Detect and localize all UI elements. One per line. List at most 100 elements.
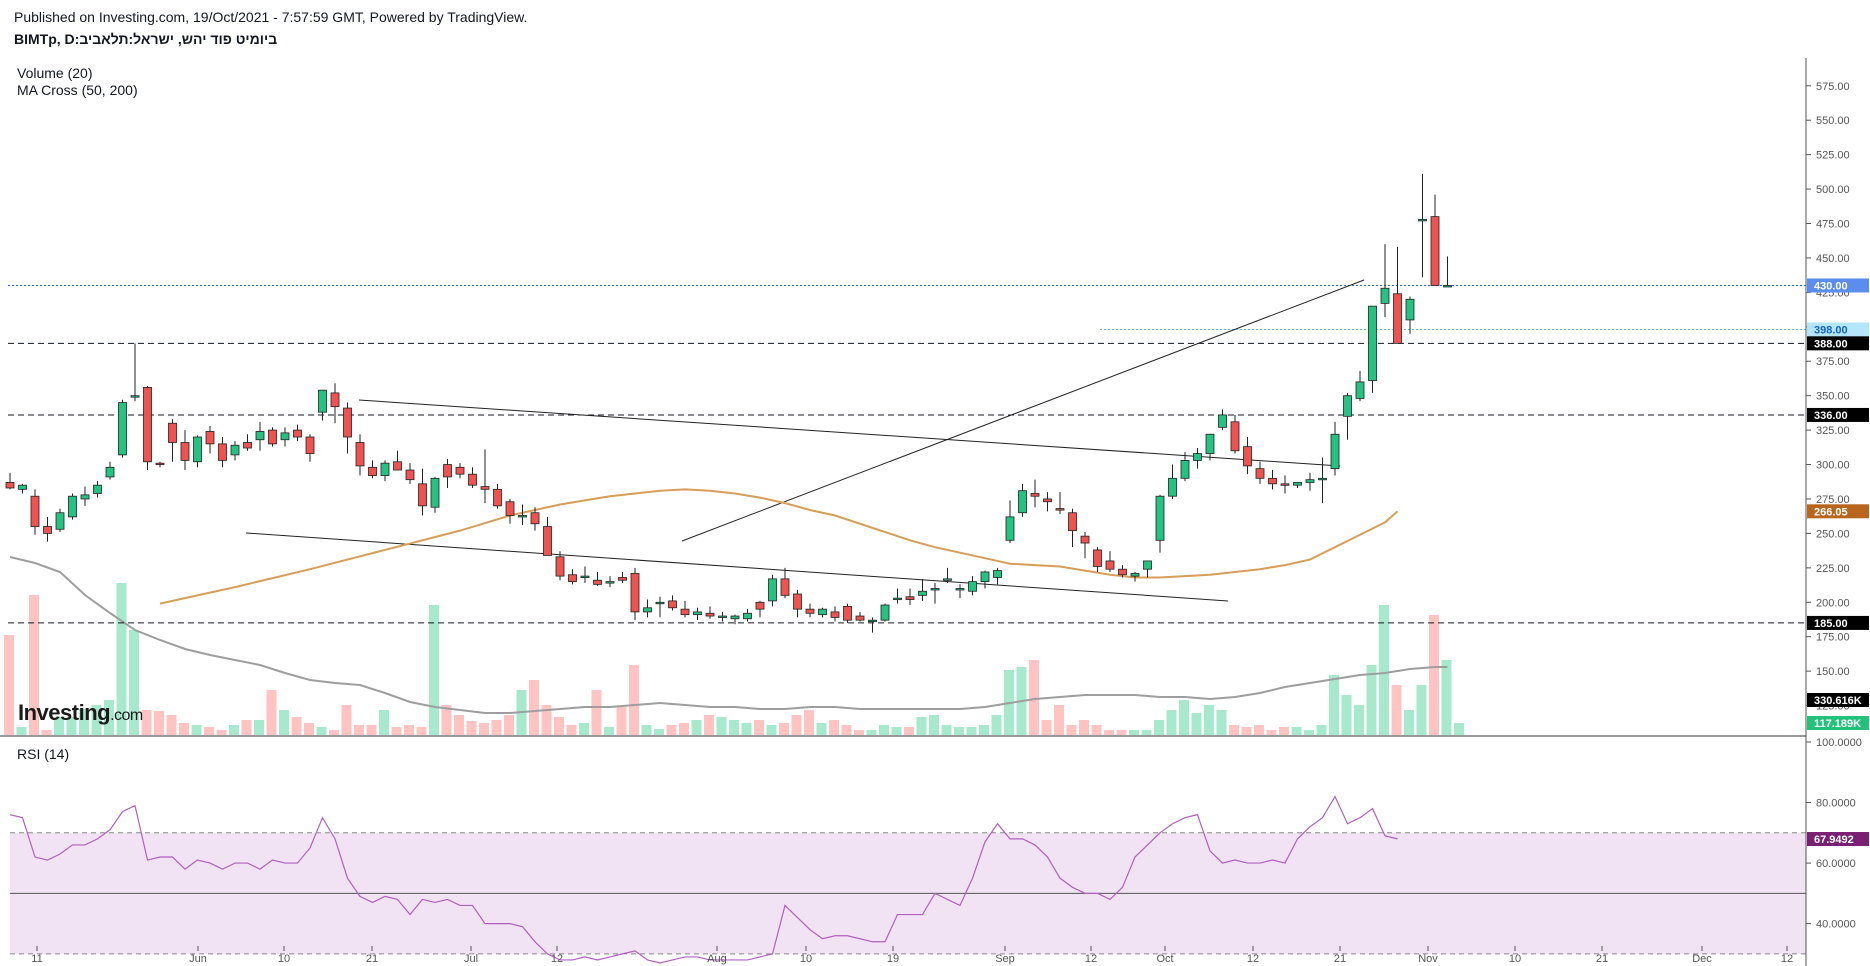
- x-tick-label: 21: [1334, 953, 1346, 965]
- candle-down: [805, 608, 815, 614]
- candle-up: [318, 389, 327, 413]
- candle-down: [368, 466, 377, 476]
- candle-up: [280, 432, 290, 441]
- candle-up: [1180, 460, 1190, 479]
- candle-down: [293, 429, 302, 438]
- candle-down: [593, 579, 602, 585]
- volume-bar: [816, 723, 827, 735]
- candle-up: [893, 597, 902, 601]
- volume-bar: [1241, 727, 1252, 735]
- volume-bar: [129, 630, 139, 735]
- candle-down: [793, 593, 802, 610]
- candle-up: [1018, 490, 1027, 514]
- volume-bar: [91, 705, 102, 735]
- price-badge: 336.00: [1814, 410, 1848, 422]
- volume-bar: [1279, 727, 1289, 735]
- candle-up: [93, 484, 102, 494]
- x-tick-label: 10: [800, 953, 812, 965]
- rsi-band-layer: [10, 832, 1806, 955]
- x-tick-label: 12: [551, 953, 563, 965]
- volume-bar: [1329, 675, 1339, 735]
- volume-bar: [1191, 713, 1202, 735]
- candle-down: [843, 606, 852, 621]
- volume-bar: [679, 723, 689, 735]
- volume-bar: [929, 715, 939, 735]
- volume-bar: [1041, 720, 1052, 735]
- price-badge: 388.00: [1814, 338, 1848, 350]
- rsi-indicator-label[interactable]: RSI (14): [17, 746, 70, 762]
- volume-bar: [216, 730, 227, 735]
- y-tick-label: 475.00: [1816, 219, 1850, 231]
- rsi-tick-label: 40.0000: [1816, 919, 1856, 931]
- rsi-badge: 67.9492: [1814, 834, 1854, 846]
- volume-bar: [791, 715, 802, 735]
- volume-bar: [166, 715, 177, 735]
- volume-bar: [741, 723, 752, 735]
- candle-down: [180, 442, 190, 461]
- volume-bar: [1204, 705, 1214, 735]
- candle-down: [330, 392, 340, 408]
- volume-bar: [304, 723, 314, 735]
- ma-cross-indicator-label[interactable]: MA Cross (50, 200): [17, 82, 138, 98]
- volume-indicator-label[interactable]: Volume (20): [17, 65, 93, 81]
- candle-down: [243, 442, 252, 449]
- volume-bar: [479, 723, 489, 735]
- y-tick-label: 150.00: [1816, 666, 1850, 678]
- candle-up: [743, 612, 752, 620]
- published-note: Published on Investing.com, 19/Oct/2021 …: [14, 9, 528, 25]
- volume-bar: [191, 725, 202, 735]
- candle-up: [1305, 479, 1315, 483]
- volume-bar: [641, 725, 652, 735]
- trendline: [681, 279, 1365, 542]
- volume-bar: [1316, 725, 1327, 735]
- y-tick-label: 375.00: [1816, 356, 1850, 368]
- candle-up: [80, 494, 90, 500]
- volume-bar: [491, 720, 502, 735]
- volume-bar: [1254, 725, 1264, 735]
- y-tick-label: 275.00: [1816, 494, 1850, 506]
- volume-bar: [991, 715, 1002, 735]
- candle-down: [855, 615, 865, 621]
- x-tick-label: Dec: [1692, 953, 1712, 965]
- candle-up: [868, 619, 877, 623]
- volume-bar: [316, 727, 327, 735]
- volume-bar: [729, 720, 739, 735]
- price-badge-bg: [1807, 407, 1869, 422]
- candle-up: [693, 611, 702, 616]
- x-tick-label: 21: [366, 953, 378, 965]
- x-tick-label: 11: [31, 953, 42, 965]
- candle-up: [1005, 516, 1015, 541]
- volume-bar: [1379, 605, 1389, 735]
- candle-down: [1080, 535, 1090, 544]
- volume-bar: [504, 715, 514, 735]
- trendlines-layer: [245, 279, 1365, 602]
- volume-bar: [1154, 720, 1164, 735]
- candle-down: [30, 495, 40, 527]
- x-tick-label: 12: [1781, 953, 1793, 965]
- candle-down: [530, 512, 540, 525]
- candle-up: [255, 431, 265, 441]
- candle-down: [543, 526, 552, 556]
- x-tick-label: Jun: [189, 953, 207, 965]
- candle-up: [18, 484, 27, 490]
- volume-bar: [429, 605, 439, 735]
- volume-bar: [554, 717, 564, 735]
- volume-bar: [1116, 730, 1127, 735]
- volume-bar: [1141, 730, 1152, 735]
- x-tick-label: 10: [278, 953, 290, 965]
- price-badge: 430.00: [1814, 280, 1848, 292]
- volume-bar: [1291, 727, 1302, 735]
- y-tick-label: 225.00: [1816, 563, 1850, 575]
- candle-down: [1030, 493, 1040, 497]
- candle-up: [993, 570, 1002, 578]
- candle-down: [755, 601, 765, 610]
- volume-bar: [1366, 665, 1377, 735]
- candle-down: [1255, 468, 1265, 479]
- candle-down: [705, 612, 715, 617]
- x-tick-label: 21: [1596, 953, 1608, 965]
- volume-bar: [1079, 720, 1089, 735]
- price-badge-bg: [1807, 278, 1869, 293]
